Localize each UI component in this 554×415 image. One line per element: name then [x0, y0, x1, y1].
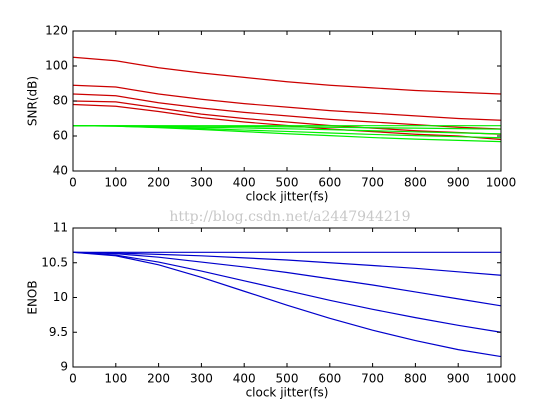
axes-background	[73, 31, 501, 171]
x-tick-label: 700	[361, 372, 384, 386]
y-tick-label: 9	[60, 360, 68, 374]
x-tick-label: 800	[404, 176, 427, 190]
x-tick-label: 300	[190, 372, 213, 386]
x-tick-label: 100	[104, 372, 127, 386]
series-line	[72, 251, 502, 276]
y-axis-label: SNR(dB)	[26, 76, 40, 126]
series-line	[72, 56, 502, 95]
series-line	[72, 100, 502, 135]
y-tick-label: 9.5	[49, 325, 68, 339]
series-line	[72, 251, 502, 307]
y-tick-label: 40	[53, 164, 68, 178]
series-line	[72, 125, 502, 135]
x-tick-label: 400	[233, 372, 256, 386]
x-tick-label: 200	[147, 372, 170, 386]
y-tick-label: 10	[53, 290, 68, 304]
y-tick-label: 10.5	[41, 255, 68, 269]
x-tick-label: 900	[447, 176, 470, 190]
x-tick-label: 600	[318, 372, 341, 386]
axes-background	[73, 228, 501, 367]
x-tick-label: 900	[447, 372, 470, 386]
y-tick-label: 60	[53, 129, 68, 143]
x-tick-label: 500	[276, 372, 299, 386]
x-tick-label: 400	[233, 176, 256, 190]
x-tick-label: 700	[361, 176, 384, 190]
x-tick-label: 0	[69, 176, 77, 190]
x-axis-label: clock jitter(fs)	[246, 386, 329, 400]
x-tick-label: 500	[276, 176, 299, 190]
y-tick-label: 80	[53, 94, 68, 108]
x-tick-label: 600	[318, 176, 341, 190]
watermark: http://blog.csdn.net/a2447944219	[169, 209, 410, 225]
series-line	[72, 84, 502, 121]
y-tick-label: 11	[53, 221, 68, 235]
x-tick-label: 0	[69, 372, 77, 386]
series-line	[72, 251, 502, 358]
x-tick-label: 200	[147, 176, 170, 190]
series-line	[72, 251, 502, 333]
y-tick-label: 120	[45, 24, 68, 38]
y-axis-label: ENOB	[26, 280, 40, 314]
y-tick-label: 100	[45, 59, 68, 73]
x-tick-label: 1000	[486, 372, 517, 386]
x-tick-label: 1000	[486, 176, 517, 190]
x-tick-label: 100	[104, 176, 127, 190]
series-line	[72, 125, 502, 143]
x-tick-label: 800	[404, 372, 427, 386]
x-axis-label: clock jitter(fs)	[246, 190, 329, 204]
x-tick-label: 300	[190, 176, 213, 190]
